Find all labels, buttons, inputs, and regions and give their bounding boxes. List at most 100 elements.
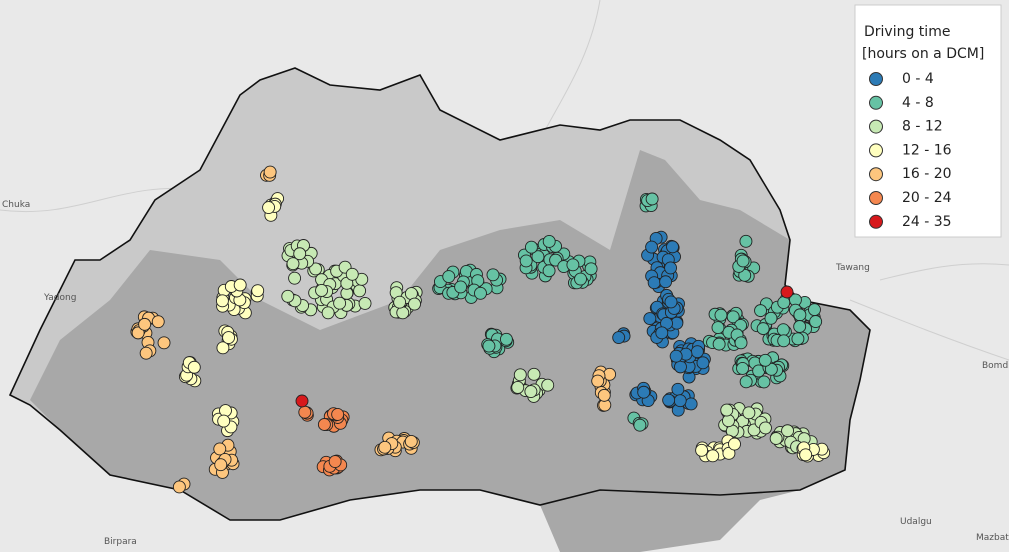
site-marker — [281, 289, 295, 303]
legend-swatch — [869, 72, 883, 86]
site-marker — [633, 418, 647, 432]
site-marker — [151, 315, 165, 329]
site-marker — [739, 234, 753, 248]
site-marker — [769, 432, 783, 445]
legend-label: 0 - 4 — [902, 71, 934, 87]
site-marker — [696, 356, 710, 370]
site-marker — [655, 326, 669, 340]
site-marker — [233, 278, 247, 292]
site-marker — [511, 380, 525, 394]
site-marker — [442, 270, 456, 283]
site-marker — [309, 262, 323, 276]
site-marker — [706, 449, 720, 463]
site-marker — [690, 345, 704, 359]
site-marker — [736, 361, 749, 375]
site-marker — [262, 201, 276, 214]
site-marker — [669, 349, 683, 363]
site-marker — [393, 295, 407, 309]
site-marker — [331, 407, 345, 421]
site-marker — [673, 394, 687, 408]
legend-label: 24 - 35 — [902, 214, 952, 230]
site-marker — [742, 406, 756, 420]
site-marker — [138, 317, 152, 331]
site-marker — [647, 276, 661, 290]
legend-label: 20 - 24 — [902, 190, 952, 206]
legend-swatch — [869, 191, 883, 205]
site-marker — [172, 480, 186, 494]
site-marker — [358, 296, 372, 310]
site-marker — [643, 312, 657, 326]
site-marker — [519, 254, 533, 268]
site-marker — [408, 297, 421, 311]
site-marker — [157, 336, 171, 350]
site-marker — [542, 234, 556, 248]
site-marker — [714, 308, 728, 322]
site-marker — [345, 267, 359, 281]
site-marker — [728, 437, 741, 451]
site-marker — [777, 296, 791, 310]
site-marker — [764, 311, 778, 325]
site-marker — [217, 414, 231, 428]
site-marker — [664, 295, 678, 309]
site-marker — [758, 353, 772, 367]
site-marker — [542, 264, 556, 278]
site-marker — [712, 337, 726, 351]
site-marker — [333, 296, 347, 310]
site-marker — [754, 304, 768, 318]
site-marker — [726, 310, 740, 324]
site-marker — [671, 382, 685, 396]
place-label: Udalgu — [900, 517, 932, 527]
site-marker — [666, 240, 679, 254]
site-marker — [695, 443, 709, 457]
site-marker — [288, 271, 302, 285]
site-marker — [597, 388, 611, 402]
site-marker — [777, 334, 791, 348]
site-marker — [298, 405, 312, 419]
legend-swatch — [869, 143, 883, 158]
site-marker — [139, 346, 153, 360]
site-marker — [293, 247, 307, 261]
site-marker — [214, 458, 228, 472]
site-marker — [736, 254, 750, 268]
site-marker — [734, 336, 748, 350]
site-marker — [584, 262, 598, 276]
site-marker — [664, 261, 678, 275]
site-marker — [295, 394, 309, 408]
site-marker — [219, 404, 232, 417]
site-marker — [662, 393, 676, 407]
site-marker — [353, 284, 367, 298]
site-marker — [317, 418, 331, 431]
site-marker — [684, 397, 698, 411]
legend-items: 0 - 4 4 - 8 8 - 12 12 - 16 16 - 20 20 - 24 24 … — [869, 71, 952, 230]
site-marker — [378, 440, 392, 454]
site-marker — [659, 275, 673, 289]
site-marker — [513, 368, 527, 382]
site-marker — [328, 455, 342, 468]
site-marker — [527, 367, 541, 381]
site-marker — [315, 284, 329, 297]
site-marker — [215, 294, 229, 308]
site-marker — [612, 331, 626, 345]
site-marker — [263, 165, 277, 179]
site-marker — [809, 315, 823, 329]
site-marker — [286, 257, 300, 271]
site-marker — [213, 442, 227, 456]
legend-swatch — [869, 167, 883, 182]
site-marker — [756, 322, 770, 336]
legend-label: 4 - 8 — [902, 95, 934, 111]
site-marker — [799, 448, 813, 462]
site-marker — [454, 280, 468, 294]
site-marker — [187, 360, 201, 374]
site-marker — [793, 308, 807, 322]
site-marker — [222, 331, 236, 345]
site-marker — [791, 332, 805, 346]
legend-swatch — [869, 119, 883, 134]
place-label: Bomdil — [982, 361, 1009, 371]
place-label: Birpara — [104, 537, 137, 547]
site-marker — [776, 323, 790, 337]
site-marker — [131, 326, 145, 340]
place-label: Mazbat — [976, 533, 1009, 543]
site-marker — [674, 360, 687, 374]
site-marker — [645, 240, 659, 254]
